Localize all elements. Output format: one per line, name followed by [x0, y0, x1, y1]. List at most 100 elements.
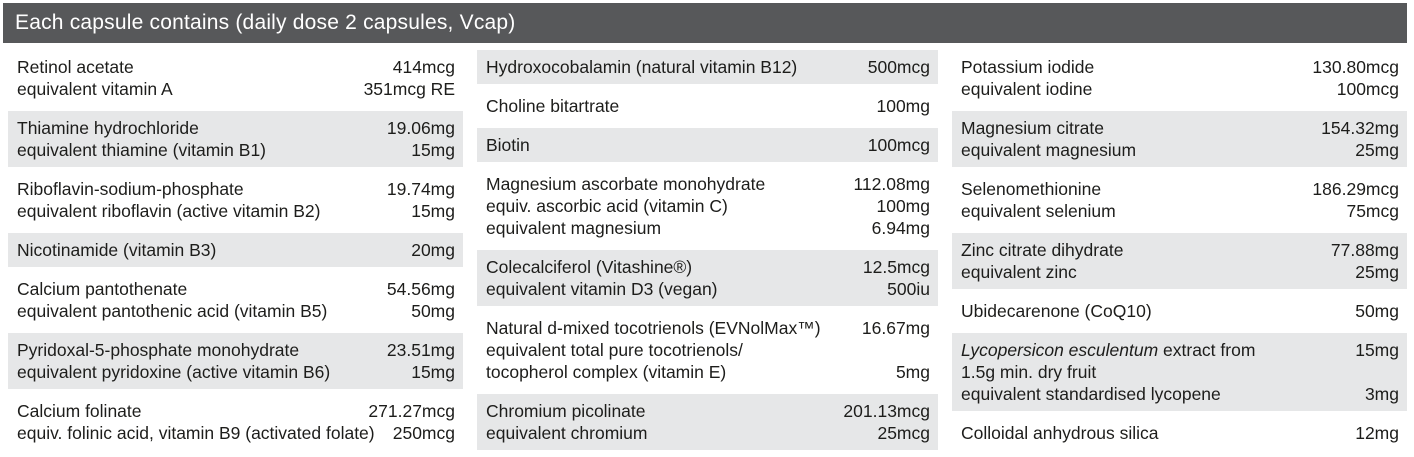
ingredient-amount: 25mg — [1355, 262, 1399, 282]
ingredient-amount: 6.94mg — [871, 218, 930, 238]
ingredient-name: Colecalciferol (Vitashine®) — [486, 256, 853, 278]
ingredient-amount: 154.32mg — [1321, 118, 1399, 138]
ingredient-row: Choline bitartrate 100mg — [477, 89, 938, 123]
ingredient-amount: 19.74mg — [386, 179, 455, 199]
ingredient-name: Selenomethionine — [961, 178, 1302, 200]
ingredient-name-text: 1.5g min. dry fruit — [961, 362, 1097, 382]
ingredient-name-text: Hydroxocobalamin (natural vitamin B12) — [486, 57, 798, 77]
ingredient-name-text: equivalent total pure tocotrienols/ — [486, 340, 743, 360]
ingredient-name-text: Zinc citrate dihydrate — [961, 240, 1124, 260]
panel-title: Each capsule contains (daily dose 2 caps… — [15, 11, 516, 34]
ingredient-name-text: equivalent chromium — [486, 423, 648, 443]
ingredient-row: Riboflavin-sodium-phosphate 19.74mg equiva… — [8, 172, 463, 228]
ingredient-line: Colloidal anhydrous silica 12mg — [961, 422, 1399, 444]
ingredient-column-3: Potassium iodide 130.80mcg equivalent iodi… — [952, 50, 1407, 455]
ingredient-name-text: Thiamine hydrochloride — [17, 118, 199, 138]
ingredient-columns: Retinol acetate 414mcg equivalent vitamin … — [0, 43, 1414, 455]
ingredient-line: Calcium pantothenate 54.56mg — [17, 278, 455, 300]
ingredient-amount: 54.56mg — [386, 279, 455, 299]
ingredient-amount: 3mg — [1364, 384, 1399, 404]
ingredient-line: Biotin 100mcg — [486, 134, 930, 156]
ingredient-amount: 15mg — [411, 201, 455, 221]
ingredient-name-text: equivalent iodine — [961, 79, 1093, 99]
ingredient-name: Retinol acetate — [17, 56, 383, 78]
ingredient-line: Lycopersicon esculentum extract from 15mg — [961, 339, 1399, 361]
ingredient-row: Zinc citrate dihydrate 77.88mg equivalent … — [952, 233, 1407, 289]
ingredient-line: Chromium picolinate 201.13mcg — [486, 400, 930, 422]
ingredient-line: Magnesium citrate 154.32mg — [961, 117, 1399, 139]
ingredient-name-text: equivalent vitamin D3 (vegan) — [486, 279, 718, 299]
ingredient-line: Calcium folinate 271.27mcg — [17, 400, 455, 422]
ingredient-name-text: Retinol acetate — [17, 57, 134, 77]
ingredient-name: Natural d-mixed tocotrienols (EVNolMax™) — [486, 317, 852, 339]
ingredient-name-text: Natural d-mixed tocotrienols (EVNolMax™) — [486, 318, 821, 338]
ingredient-line: Magnesium ascorbate monohydrate 112.08mg — [486, 173, 930, 195]
ingredient-name: Pyridoxal-5-phosphate monohydrate — [17, 339, 377, 361]
ingredient-name: Chromium picolinate — [486, 400, 833, 422]
ingredient-line: equivalent zinc 25mg — [961, 261, 1399, 283]
ingredient-name-text: equiv. ascorbic acid (vitamin C) — [486, 196, 728, 216]
ingredient-name-text: equivalent magnesium — [486, 218, 662, 238]
ingredient-row: Calcium pantothenate 54.56mg equivalent pa… — [8, 272, 463, 328]
ingredient-line: 1.5g min. dry fruit — [961, 361, 1399, 383]
panel-header: Each capsule contains (daily dose 2 caps… — [3, 3, 1407, 43]
ingredient-line: equivalent thiamine (vitamin B1) 15mg — [17, 139, 455, 161]
ingredient-line: Hydroxocobalamin (natural vitamin B12) 50… — [486, 56, 930, 78]
ingredient-amount: 12.5mcg — [862, 257, 930, 277]
ingredient-line: Thiamine hydrochloride 19.06mg — [17, 117, 455, 139]
ingredient-amount: 25mcg — [877, 423, 930, 443]
ingredient-name-text: Colecalciferol (Vitashine®) — [486, 257, 693, 277]
ingredient-name: Zinc citrate dihydrate — [961, 239, 1321, 261]
ingredient-row: Potassium iodide 130.80mcg equivalent iodi… — [952, 50, 1407, 106]
ingredient-name: equivalent iodine — [961, 78, 1327, 100]
ingredient-column-2: Hydroxocobalamin (natural vitamin B12) 50… — [477, 50, 938, 455]
ingredient-name-text: equivalent pantothenic acid (vitamin B5) — [17, 301, 328, 321]
ingredient-amount: 100mcg — [1336, 79, 1399, 99]
ingredient-name-text: Selenomethionine — [961, 179, 1102, 199]
ingredient-amount: 500iu — [887, 279, 930, 299]
ingredient-row: Calcium folinate 271.27mcg equiv. folinic … — [8, 394, 463, 450]
ingredient-name: Ubidecarenone (CoQ10) — [961, 300, 1345, 322]
ingredient-amount: 50mg — [1355, 301, 1399, 321]
ingredient-name-text: Calcium pantothenate — [17, 279, 188, 299]
ingredient-name: Thiamine hydrochloride — [17, 117, 377, 139]
ingredient-name: Biotin — [486, 134, 858, 156]
ingredient-name-text: Choline bitartrate — [486, 96, 620, 116]
ingredient-name-text: equivalent zinc — [961, 262, 1077, 282]
ingredient-name: equivalent pyridoxine (active vitamin B6… — [17, 361, 401, 383]
ingredient-amount: 112.08mg — [853, 174, 930, 194]
ingredient-name: equivalent thiamine (vitamin B1) — [17, 139, 401, 161]
ingredient-name-text: Nicotinamide (vitamin B3) — [17, 240, 217, 260]
ingredient-name-text: Magnesium citrate — [961, 118, 1104, 138]
ingredient-row: Lycopersicon esculentum extract from 15mg… — [952, 333, 1407, 411]
ingredient-row: Thiamine hydrochloride 19.06mg equivalent … — [8, 111, 463, 167]
ingredient-amount: 50mg — [411, 301, 455, 321]
ingredient-name: Magnesium citrate — [961, 117, 1311, 139]
ingredient-name-text: equivalent vitamin A — [17, 79, 173, 99]
ingredient-amount: 15mg — [411, 140, 455, 160]
ingredient-row: Biotin 100mcg — [477, 128, 938, 162]
ingredient-name: equivalent pantothenic acid (vitamin B5) — [17, 300, 401, 322]
ingredient-name: Calcium folinate — [17, 400, 358, 422]
ingredient-amount: 25mg — [1355, 140, 1399, 160]
ingredient-line: equiv. ascorbic acid (vitamin C) 100mg — [486, 195, 930, 217]
ingredient-line: equivalent magnesium 6.94mg — [486, 217, 930, 239]
ingredient-line: Selenomethionine 186.29mcg — [961, 178, 1399, 200]
ingredient-name-text: Biotin — [486, 135, 530, 155]
ingredient-name: equivalent vitamin D3 (vegan) — [486, 278, 877, 300]
ingredient-line: tocopherol complex (vitamin E) 5mg — [486, 361, 930, 383]
ingredient-amount: 100mg — [876, 196, 930, 216]
ingredient-amount: 100mcg — [867, 135, 930, 155]
ingredient-row: Hydroxocobalamin (natural vitamin B12) 50… — [477, 50, 938, 84]
ingredient-name: Choline bitartrate — [486, 95, 866, 117]
ingredient-name: Magnesium ascorbate monohydrate — [486, 173, 843, 195]
ingredient-row: Retinol acetate 414mcg equivalent vitamin … — [8, 50, 463, 106]
ingredient-name: equivalent magnesium — [486, 217, 862, 239]
ingredient-amount: 20mg — [411, 240, 455, 260]
ingredient-line: equivalent riboflavin (active vitamin B2… — [17, 200, 455, 222]
ingredient-name-text: Riboflavin-sodium-phosphate — [17, 179, 244, 199]
ingredient-amount: 15mg — [1355, 340, 1399, 360]
ingredient-name: Hydroxocobalamin (natural vitamin B12) — [486, 56, 858, 78]
ingredient-amount: 100mg — [876, 96, 930, 116]
ingredient-name-text: Colloidal anhydrous silica — [961, 423, 1159, 443]
